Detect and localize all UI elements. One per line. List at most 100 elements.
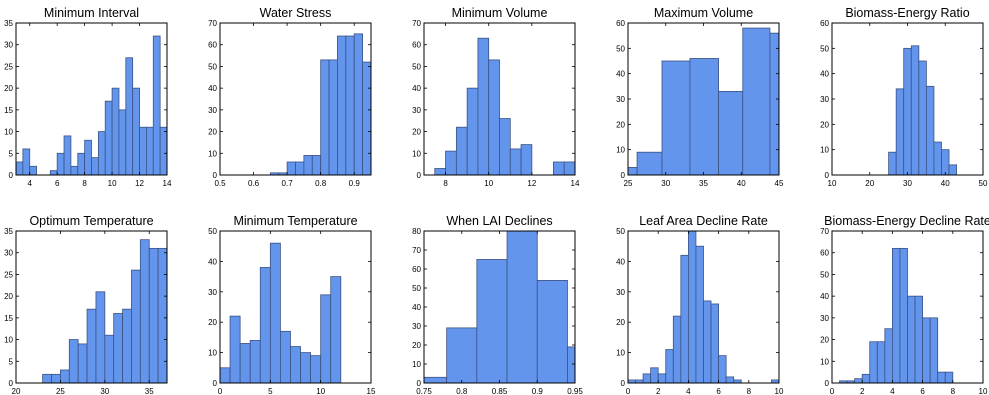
- histogram-bar: [15, 161, 24, 176]
- histogram-2: Water Stress 0.5 0.6 0.7 0.8 0.9 0 10 20 30 40 50 60…: [208, 6, 372, 188]
- histogram-bar: [56, 152, 65, 176]
- y-tick-label: 40: [820, 292, 829, 301]
- histogram-bar: [941, 149, 950, 176]
- y-tick-label: 0: [825, 171, 830, 180]
- x-tick-label: 0.7: [282, 179, 294, 188]
- y-tick-label: 50: [820, 44, 829, 53]
- histogram-bar: [91, 157, 99, 176]
- plot-frame: [627, 230, 780, 384]
- histogram-3: Minimum Volume 8 10 12 14 0 10 20 30 40 50 60 70: [412, 6, 580, 188]
- histogram-bar: [320, 59, 330, 176]
- histogram-bar: [295, 161, 305, 176]
- x-tick-label: 10: [108, 179, 117, 188]
- x-tick-label: 50: [979, 179, 988, 188]
- histogram-bar: [689, 58, 720, 176]
- histogram-4: Maximum Volume 25 30 35 40 45 0 10 20 30 40 50 60: [616, 6, 784, 188]
- chart-title: Minimum Volume: [452, 6, 548, 20]
- histogram-bar: [854, 378, 863, 384]
- histogram-bar: [718, 355, 727, 384]
- histogram-bar: [51, 373, 61, 384]
- y-tick-label: 60: [412, 41, 421, 50]
- x-tick-label: 35: [145, 387, 154, 395]
- y-tick-label: 0: [621, 379, 626, 388]
- histogram-1: Minimum Interval 4 6 8 10 12 14 0 5 10 15 20 25 30 35: [4, 6, 172, 188]
- y-tick-label: 50: [412, 62, 421, 71]
- histogram-bar: [42, 373, 52, 384]
- histogram-bar: [362, 61, 372, 176]
- histogram-bar: [118, 109, 127, 176]
- x-tick-label: 0: [626, 387, 631, 395]
- histogram-bar: [328, 59, 338, 176]
- histogram-bar: [937, 371, 946, 384]
- histogram-bar: [455, 126, 468, 176]
- histogram-bar: [337, 35, 347, 176]
- y-tick-label: 50: [412, 284, 421, 293]
- histogram-bar: [229, 315, 241, 384]
- histogram-bar: [876, 341, 886, 384]
- chart-title: Optimum Temperature: [29, 214, 153, 228]
- chart-title: Biomass-Energy Ratio: [845, 6, 969, 20]
- histogram-bar: [944, 371, 954, 384]
- histogram-bar: [77, 152, 86, 176]
- histogram-bar: [899, 247, 908, 384]
- histogram-bar: [353, 33, 364, 176]
- x-tick-label: 6: [920, 387, 925, 395]
- y-tick-label: 50: [820, 270, 829, 279]
- histogram-bar: [311, 155, 322, 176]
- histogram-bar: [219, 367, 231, 384]
- y-tick-label: 80: [412, 227, 421, 236]
- histogram-bar: [933, 141, 942, 176]
- x-tick-label: 40: [737, 179, 746, 188]
- x-tick-label: 4: [890, 387, 895, 395]
- x-tick-label: 30: [100, 387, 109, 395]
- histogram-bar: [536, 280, 568, 384]
- histogram-bar: [636, 151, 663, 176]
- histogram-bar: [925, 85, 935, 176]
- histogram-bar: [506, 230, 538, 384]
- histogram-bar: [131, 269, 141, 384]
- y-tick-label: 20: [412, 128, 421, 137]
- y-tick-label: 35: [4, 227, 13, 236]
- chart-title: Minimum Interval: [44, 6, 139, 20]
- x-tick-label: 2: [860, 387, 865, 395]
- x-tick-label: 10: [484, 179, 493, 188]
- y-tick-label: 50: [616, 44, 625, 53]
- histogram-bar: [300, 352, 311, 384]
- y-tick-label: 5: [9, 149, 14, 158]
- plot-frame: [423, 22, 576, 176]
- histogram-bar: [159, 126, 168, 176]
- histogram-bar: [239, 343, 251, 384]
- y-tick-label: 70: [412, 246, 421, 255]
- histogram-bar: [152, 35, 161, 176]
- y-tick-label: 40: [208, 84, 217, 93]
- x-tick-label: 0.5: [214, 179, 226, 188]
- histogram-bar: [703, 300, 712, 384]
- histogram-bar: [929, 317, 939, 384]
- x-tick-label: 8: [951, 387, 956, 395]
- histogram-bar: [657, 373, 667, 384]
- histogram-bar: [948, 164, 957, 176]
- histogram-bar: [642, 373, 652, 384]
- y-tick-label: 30: [4, 249, 13, 258]
- x-tick-label: 12: [527, 179, 536, 188]
- y-tick-label: 30: [412, 106, 421, 115]
- y-tick-label: 70: [208, 19, 217, 28]
- histogram-bar: [22, 148, 31, 176]
- x-tick-label: 8: [443, 179, 448, 188]
- histogram-bar: [688, 230, 697, 384]
- chart-title: Biomass-Energy Decline Rate: [824, 214, 989, 228]
- y-tick-label: 0: [213, 171, 218, 180]
- histogram-bar: [861, 373, 871, 384]
- y-tick-label: 70: [820, 227, 829, 236]
- histogram-bar: [922, 317, 931, 384]
- y-tick-label: 35: [4, 19, 13, 28]
- y-tick-label: 20: [820, 120, 829, 129]
- plot-frame: [219, 230, 372, 384]
- x-tick-label: 30: [661, 179, 670, 188]
- histogram-bar: [553, 161, 565, 176]
- x-tick-label: 4: [28, 179, 33, 188]
- y-tick-label: 30: [616, 288, 625, 297]
- x-tick-label: 5: [268, 387, 273, 395]
- histogram-bar: [97, 131, 106, 176]
- histogram-bar: [665, 349, 674, 384]
